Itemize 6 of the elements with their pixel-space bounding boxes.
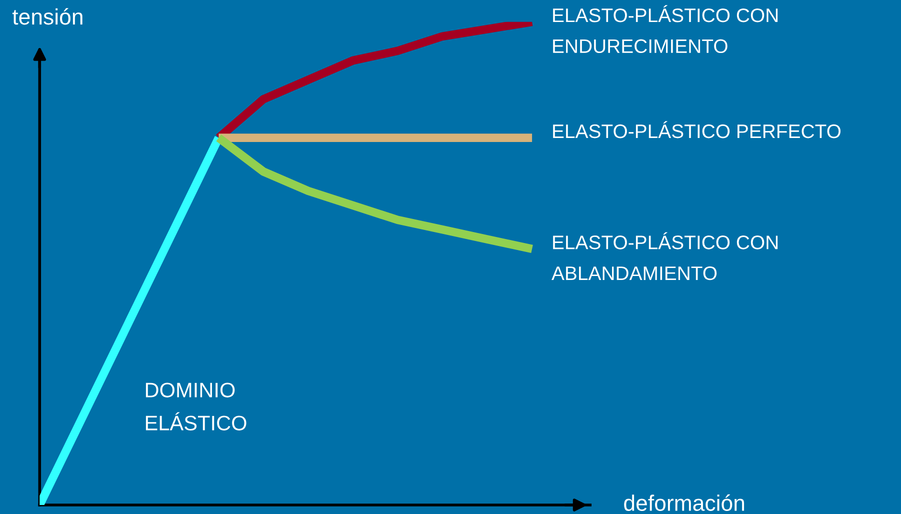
series-label: ELASTO-PLÁSTICO PERFECTO: [553, 121, 841, 138]
x-axis-title: deformación: [624, 494, 744, 511]
y-axis-title: tensión: [12, 8, 82, 25]
series-label: ELASTO-PLÁSTICO CON ABLANDAMIENTO: [552, 232, 778, 280]
annotation: DOMINIO ELÁSTICO: [146, 382, 246, 430]
series-label: ELASTO-PLÁSTICO CON ENDURECIMIENTO: [553, 5, 778, 54]
